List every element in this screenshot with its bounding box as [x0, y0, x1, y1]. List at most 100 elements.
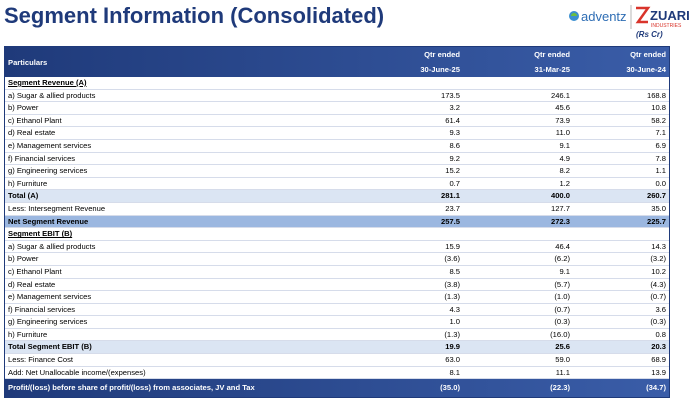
- value-cell: 6.9: [655, 140, 666, 150]
- value-cell: 46.4: [555, 241, 570, 251]
- table-row: g) Engineering services 15.2 8.2 1.1: [5, 165, 669, 178]
- value-cell: 10.2: [651, 266, 666, 276]
- header-text: Particulars: [8, 57, 48, 67]
- value-cell: 246.1: [550, 90, 570, 100]
- label-cell: d) Real estate: [8, 279, 56, 289]
- value-cell: 168.8: [646, 90, 666, 100]
- table-row: g) Engineering services 1.0 (0.3) (0.3): [5, 316, 669, 329]
- value-cell: (34.7): [646, 383, 666, 393]
- value-cell: 15.9: [445, 241, 460, 251]
- label-cell: c) Ethanol Plant: [8, 266, 62, 276]
- value-cell: (6.2): [554, 254, 570, 264]
- table-row: Net Segment Revenue 257.5 272.3 225.7: [5, 215, 669, 229]
- header-text: 31-Mar-25: [534, 65, 570, 74]
- label-cell: Add: Net Unallocable income/(expenses): [8, 367, 146, 377]
- value-cell: (1.0): [554, 292, 570, 302]
- label-cell: Net Segment Revenue: [8, 216, 89, 226]
- value-cell: (3.6): [444, 254, 460, 264]
- value-cell: 260.7: [646, 191, 666, 201]
- logo-left: adventz: [581, 9, 627, 24]
- value-cell: 281.1: [440, 191, 460, 201]
- value-cell: 3.2: [449, 103, 460, 113]
- value-cell: (0.7): [554, 304, 570, 314]
- value-cell: 68.9: [651, 355, 666, 365]
- value-cell: 59.0: [555, 355, 570, 365]
- value-cell: 63.0: [445, 355, 460, 365]
- logo-right: ZUARI: [650, 8, 690, 23]
- value-cell: 23.7: [445, 203, 460, 213]
- value-cell: 1.1: [655, 166, 666, 176]
- value-cell: (3.2): [650, 254, 666, 264]
- value-cell: 19.9: [445, 342, 460, 352]
- value-cell: 15.2: [445, 166, 460, 176]
- value-cell: (0.7): [650, 292, 666, 302]
- header-text: 30-June-24: [626, 65, 666, 74]
- logo-z: [635, 6, 651, 24]
- label-cell: e) Management services: [8, 140, 92, 150]
- value-cell: 9.1: [559, 140, 570, 150]
- label-cell: g) Engineering services: [8, 166, 88, 176]
- value-cell: 9.3: [449, 128, 460, 138]
- value-cell: 11.0: [555, 128, 570, 138]
- logo-icon-leaf: [571, 13, 577, 16]
- value-cell: (16.0): [550, 329, 570, 339]
- value-cell: 225.7: [646, 216, 666, 226]
- value-cell: (4.3): [650, 279, 666, 289]
- header-row: Particulars Qtr ended 30-June-25 Qtr ended 3…: [5, 47, 669, 77]
- table-row: Less: Finance Cost 63.0 59.0 68.9: [5, 354, 669, 367]
- table-row: Segment EBIT (B): [5, 228, 669, 241]
- table-row: e) Management services 8.6 9.1 6.9: [5, 140, 669, 153]
- value-cell: 1.0: [449, 317, 460, 327]
- value-cell: 14.3: [651, 241, 666, 251]
- value-cell: 257.5: [440, 216, 460, 226]
- value-cell: (22.3): [550, 383, 570, 393]
- value-cell: 0.7: [449, 178, 460, 188]
- label-cell: h) Furniture: [8, 178, 48, 188]
- value-cell: 35.0: [651, 203, 666, 213]
- value-cell: 11.1: [555, 367, 570, 377]
- value-cell: 400.0: [550, 191, 570, 201]
- value-cell: 9.1: [559, 266, 570, 276]
- value-cell: 127.7: [550, 203, 570, 213]
- value-cell: 45.6: [555, 103, 570, 113]
- label-cell: Total Segment EBIT (B): [8, 342, 92, 352]
- logos: adventz ZUARI INDUSTRIES: [569, 5, 690, 29]
- table-row: b) Power 3.2 45.6 10.8: [5, 102, 669, 115]
- unit-label: (Rs Cr): [636, 30, 663, 39]
- table-row: Total Segment EBIT (B) 19.9 25.6 20.3: [5, 341, 669, 355]
- label-cell: h) Furniture: [8, 329, 48, 339]
- value-cell: 4.9: [559, 153, 570, 163]
- value-cell: 8.5: [449, 266, 460, 276]
- table-row: Segment Revenue (A): [5, 77, 669, 90]
- label-cell: a) Sugar & allied products: [8, 90, 96, 100]
- table-row: h) Furniture 0.7 1.2 0.0: [5, 178, 669, 191]
- value-cell: 272.3: [550, 216, 570, 226]
- header-cell: Particulars: [5, 47, 305, 77]
- value-cell: (0.3): [554, 317, 570, 327]
- label-cell: Profit/(loss) before share of profit/(lo…: [8, 383, 255, 393]
- label-cell: Segment Revenue (A): [8, 78, 87, 87]
- header-text: Qtr ended: [630, 50, 666, 59]
- table-row: b) Power (3.6) (6.2) (3.2): [5, 253, 669, 266]
- table-row: Add: Net Unallocable income/(expenses) 8.…: [5, 367, 669, 380]
- value-cell: 58.2: [651, 115, 666, 125]
- table-row: h) Furniture (1.3) (16.0) 0.8: [5, 329, 669, 342]
- table-row: d) Real estate 9.3 11.0 7.1: [5, 127, 669, 140]
- header-cell: Qtr ended 31-Mar-25: [463, 47, 573, 77]
- label-cell: Segment EBIT (B): [8, 229, 73, 239]
- table-row: c) Ethanol Plant 8.5 9.1 10.2: [5, 266, 669, 279]
- logo-right-sub: INDUSTRIES: [651, 23, 682, 29]
- value-cell: (1.3): [444, 329, 460, 339]
- page-title: Segment Information (Consolidated): [4, 3, 385, 28]
- value-cell: 8.1: [449, 367, 460, 377]
- table-row: d) Real estate (3.8) (5.7) (4.3): [5, 279, 669, 292]
- label-cell: f) Financial services: [8, 304, 76, 314]
- label-cell: Total (A): [8, 191, 39, 201]
- value-cell: (3.8): [444, 279, 460, 289]
- label-cell: c) Ethanol Plant: [8, 115, 62, 125]
- table-row: a) Sugar & allied products 173.5 246.1 168.…: [5, 90, 669, 103]
- label-cell: b) Power: [8, 254, 39, 264]
- value-cell: 9.2: [449, 153, 460, 163]
- label-cell: b) Power: [8, 103, 39, 113]
